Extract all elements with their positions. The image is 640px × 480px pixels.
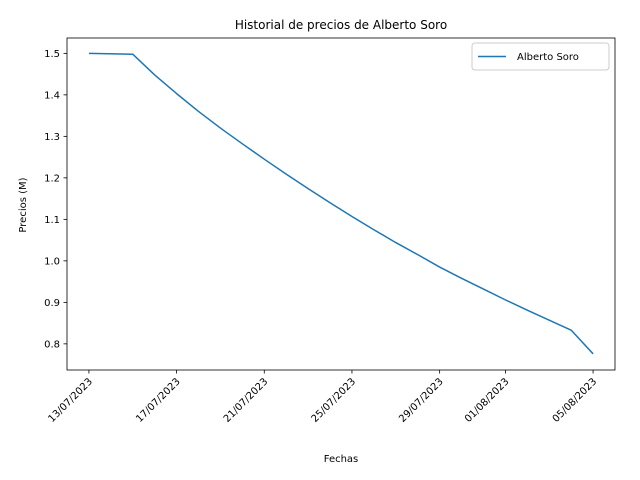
- x-axis-label: Fechas: [324, 454, 359, 465]
- chart-title: Historial de precios de Alberto Soro: [235, 18, 447, 32]
- y-tick-label: 1.5: [44, 49, 60, 60]
- y-tick-label: 1.1: [44, 215, 60, 226]
- y-axis-ticks: 0.8 0.9 1.0 1.1 1.2 1.3 1.4 1.5: [44, 49, 67, 350]
- series-line-0: [88, 52, 594, 355]
- plot-area: [66, 37, 616, 371]
- plot-frame: [66, 37, 616, 371]
- y-tick-label: 1.4: [44, 90, 60, 101]
- y-tick-label: 0.9: [44, 298, 60, 309]
- legend: Alberto Soro: [471, 42, 610, 71]
- y-tick-label: 1.0: [44, 256, 60, 267]
- legend-box: [471, 42, 610, 71]
- legend-label: Alberto Soro: [517, 52, 579, 63]
- y-tick-label: 1.2: [44, 173, 60, 184]
- y-tick-label: 1.3: [44, 132, 60, 143]
- y-axis-label: Precios (M): [18, 177, 29, 232]
- y-tick-label: 0.8: [44, 339, 60, 350]
